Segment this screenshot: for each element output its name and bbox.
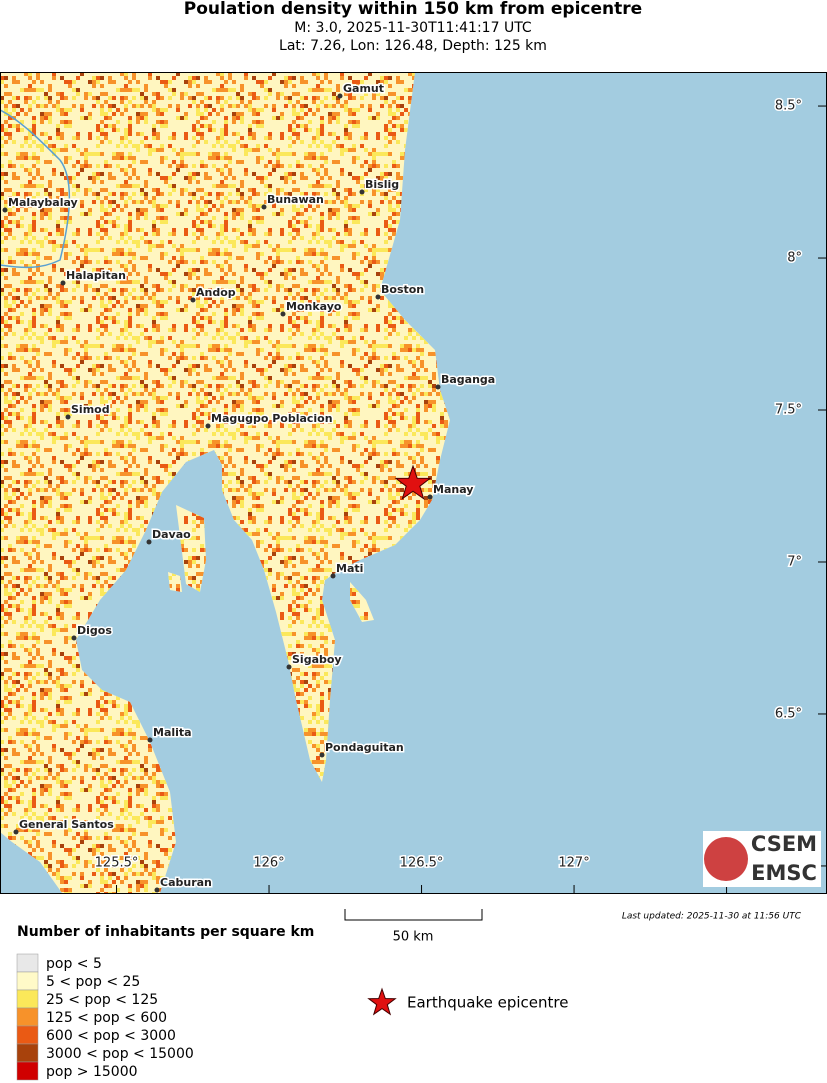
y-tick-label: 8.5° bbox=[775, 99, 802, 114]
legend-label: Earthquake epicentre bbox=[407, 994, 568, 1012]
legend-swatch bbox=[16, 1043, 39, 1063]
last-updated: Last updated: 2025-11-30 at 11:56 UTC bbox=[622, 912, 802, 922]
logo-globe bbox=[704, 837, 748, 881]
city-label: Simod bbox=[71, 403, 110, 416]
city-marker bbox=[319, 752, 325, 758]
city-marker bbox=[65, 414, 71, 420]
x-tick-label: 125.5° bbox=[95, 856, 139, 871]
city-label: Sigaboy bbox=[292, 653, 342, 666]
city-label: Andop bbox=[196, 286, 236, 299]
city-label: Malita bbox=[153, 726, 192, 739]
city-label: Manay bbox=[433, 483, 473, 496]
city-label: Bunawan bbox=[267, 193, 324, 206]
city-marker bbox=[261, 204, 267, 210]
legend-swatch bbox=[16, 1061, 39, 1081]
city-label: General Santos bbox=[19, 818, 114, 831]
city-label: Monkayo bbox=[286, 300, 342, 313]
legend-label: 3000 < pop < 15000 bbox=[46, 1046, 194, 1062]
city-marker bbox=[146, 539, 152, 545]
epicentre-marker bbox=[394, 464, 432, 500]
legend-label: pop < 5 bbox=[46, 956, 102, 972]
legend-label: 25 < pop < 125 bbox=[46, 992, 158, 1008]
city-label: Gamut bbox=[343, 82, 384, 95]
city-marker bbox=[2, 207, 8, 213]
city-label: Baganga bbox=[441, 373, 495, 386]
city-label: Mati bbox=[336, 562, 363, 575]
city-marker bbox=[435, 384, 441, 390]
legend-label: pop > 15000 bbox=[46, 1064, 138, 1080]
legend-swatch bbox=[16, 1025, 39, 1045]
city-label: Davao bbox=[152, 528, 191, 541]
city-marker bbox=[147, 737, 153, 743]
legend-swatch bbox=[16, 1007, 39, 1027]
city-label: Halapitan bbox=[66, 269, 126, 282]
city-marker bbox=[375, 294, 381, 300]
city-marker bbox=[359, 189, 365, 195]
logo-text: EMSC bbox=[751, 861, 817, 885]
city-marker bbox=[190, 297, 196, 303]
city-marker bbox=[205, 423, 211, 429]
legend-swatch bbox=[16, 971, 39, 991]
map bbox=[1, 72, 826, 893]
city-marker bbox=[286, 664, 292, 670]
city-marker bbox=[13, 829, 19, 835]
legend-swatch bbox=[16, 953, 39, 973]
city-marker bbox=[154, 887, 160, 893]
city-label: Digos bbox=[77, 624, 112, 637]
scale-label: 50 km bbox=[393, 930, 434, 945]
legend-swatch bbox=[16, 989, 39, 1009]
city-label: Magugpo Poblacion bbox=[211, 412, 333, 425]
city-label: Boston bbox=[381, 283, 424, 296]
city-marker bbox=[60, 280, 66, 286]
x-tick-label: 126.5° bbox=[400, 856, 444, 871]
city-marker bbox=[330, 573, 336, 579]
logo: CSEM EMSC bbox=[703, 831, 821, 887]
y-tick-label: 6.5° bbox=[775, 706, 802, 721]
title: Poulation density within 150 km from epi… bbox=[184, 0, 642, 19]
x-tick-label: 126° bbox=[253, 856, 284, 871]
city-label: Caburan bbox=[160, 876, 212, 889]
subtitle: M: 3.0, 2025-11-30T11:41:17 UTC bbox=[294, 20, 532, 36]
legend-epicentre-marker bbox=[367, 987, 397, 1016]
logo-text: CSEM bbox=[751, 832, 817, 856]
legend-label: 600 < pop < 3000 bbox=[46, 1028, 176, 1044]
legend: pop < 5 5 < pop < 25 25 < pop < 125 125 < p… bbox=[16, 953, 194, 1081]
y-tick-label: 7.5° bbox=[775, 403, 802, 418]
city-marker bbox=[280, 311, 286, 317]
city-marker bbox=[337, 93, 343, 99]
cities: Gamut Bislig Malaybalay Bunawan Halapitan And… bbox=[2, 81, 497, 893]
subtitle: Lat: 7.26, Lon: 126.48, Depth: 125 km bbox=[279, 38, 547, 54]
legend-label: 125 < pop < 600 bbox=[46, 1010, 167, 1026]
legend-label: 5 < pop < 25 bbox=[46, 974, 140, 990]
legend-title: Number of inhabitants per square km bbox=[17, 924, 314, 940]
river bbox=[1, 109, 71, 269]
y-tick-label: 7° bbox=[787, 554, 802, 569]
x-tick-label: 127° bbox=[558, 856, 589, 871]
city-marker bbox=[71, 635, 77, 641]
city-marker bbox=[427, 494, 433, 500]
scale-bar bbox=[344, 909, 483, 921]
city-label: Pondaguitan bbox=[325, 741, 404, 754]
city-label: Malaybalay bbox=[8, 196, 78, 209]
y-tick-label: 8° bbox=[787, 251, 802, 266]
city-label: Bislig bbox=[365, 178, 399, 191]
